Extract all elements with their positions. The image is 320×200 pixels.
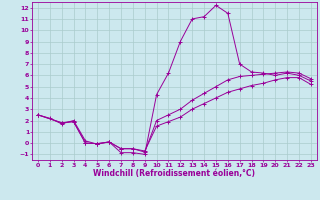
X-axis label: Windchill (Refroidissement éolien,°C): Windchill (Refroidissement éolien,°C): [93, 169, 255, 178]
